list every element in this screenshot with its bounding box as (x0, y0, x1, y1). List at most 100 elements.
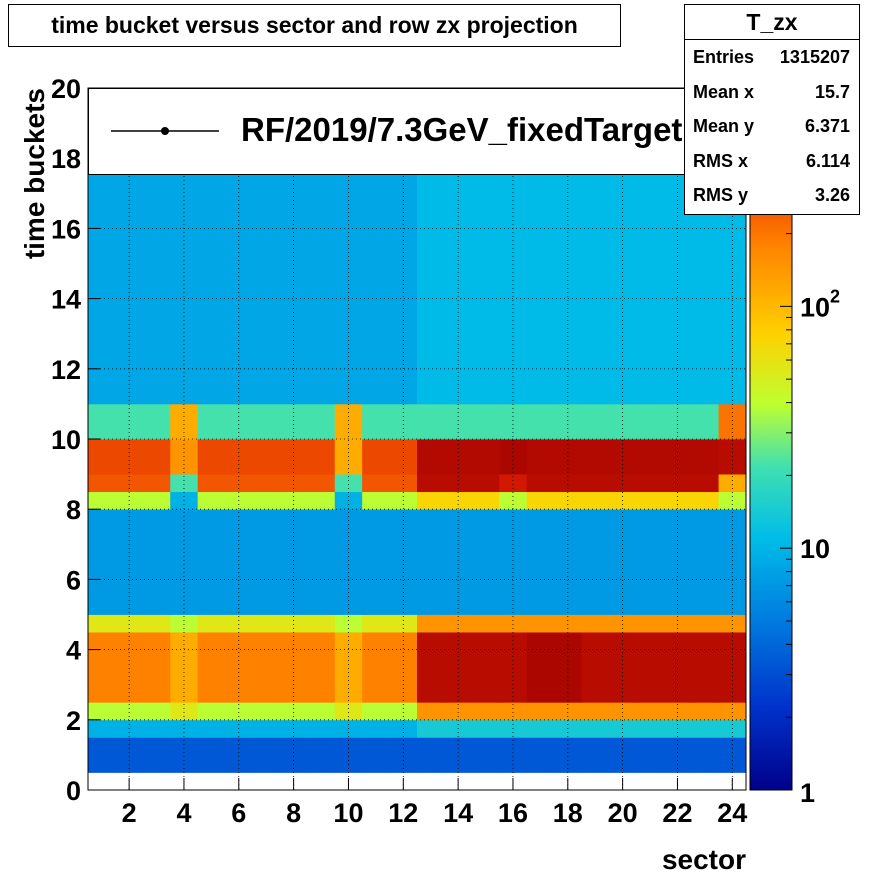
heatmap-cell (88, 403, 116, 440)
heatmap-cell (197, 439, 226, 475)
heatmap-cell (279, 403, 308, 440)
heatmap-cell (417, 702, 445, 721)
heatmap-cell (142, 719, 171, 738)
heatmap-cell (608, 702, 637, 721)
legend-label: RF/2019/7.3GeV_fixedTarget (241, 111, 683, 148)
heatmap-cell (608, 737, 637, 773)
heatmap-cell (471, 158, 500, 405)
heatmap-cell (499, 158, 528, 405)
stat-row-rms-x: RMS x 6.114 (685, 144, 859, 179)
heatmap-cell (362, 719, 390, 738)
heatmap-cell (636, 737, 665, 773)
heatmap-cell (691, 509, 719, 615)
heatmap-cell (225, 737, 253, 773)
heatmap-cell (197, 702, 226, 721)
heatmap-cell (389, 158, 418, 405)
heatmap-cell (389, 632, 418, 703)
heatmap-cell (170, 632, 199, 703)
stat-value: 15.7 (814, 81, 850, 102)
heatmap-cell (581, 509, 610, 615)
x-tick-label: 12 (388, 798, 418, 828)
y-tick-label: 8 (66, 495, 81, 525)
heatmap-cell (526, 439, 555, 475)
heatmap-cell (471, 491, 500, 510)
heatmap-cell (471, 403, 500, 440)
heatmap-cell (307, 632, 336, 703)
heatmap-cell (115, 702, 144, 721)
heatmap-cell (389, 614, 418, 633)
heatmap-cell (88, 719, 116, 738)
stat-value: 3.26 (814, 185, 850, 205)
heatmap-cell (307, 474, 336, 493)
heatmap-cell (88, 439, 116, 475)
heatmap-cell (526, 702, 555, 721)
heatmap-cell (581, 614, 610, 633)
heatmap-cell (88, 474, 116, 493)
heatmap-cell (636, 632, 665, 703)
heatmap-cell (142, 632, 171, 703)
heatmap-cell (389, 474, 418, 493)
heatmap-cell (526, 491, 555, 510)
heatmap-cell (554, 702, 582, 721)
x-tick-label: 22 (662, 798, 692, 828)
heatmap-cell (307, 737, 336, 773)
heatmap-cell (636, 614, 665, 633)
heatmap-cell (499, 614, 528, 633)
heatmap-cell (581, 632, 610, 703)
y-tick-label: 2 (66, 706, 81, 736)
heatmap-cell (115, 509, 144, 615)
heatmap-cell (663, 403, 692, 440)
heatmap-cell (444, 403, 473, 440)
stat-label: Mean y (693, 116, 755, 136)
heatmap-cell (115, 737, 144, 773)
heatmap-cell (554, 509, 582, 615)
heatmap-cell (334, 158, 363, 405)
heatmap-cell (362, 403, 390, 440)
heatmap-cell (279, 737, 308, 773)
heatmap-cell (581, 158, 610, 405)
heatmap-cell (389, 702, 418, 721)
stat-value: 6.371 (804, 116, 850, 136)
heatmap-cell (142, 614, 171, 633)
heatmap-cell (691, 719, 719, 738)
heatmap-cell (334, 509, 363, 615)
heatmap-cell (170, 614, 199, 633)
heatmap-cell (499, 702, 528, 721)
heatmap-cell (691, 491, 719, 510)
heatmap-cell (362, 632, 390, 703)
heatmap-cell (334, 614, 363, 633)
heatmap-cell (691, 632, 719, 703)
heatmap-cell (334, 702, 363, 721)
x-tick-label: 18 (553, 798, 583, 828)
heatmap-cell (417, 719, 445, 738)
heatmap-cell (417, 474, 445, 493)
heatmap-cell (362, 702, 390, 721)
heatmap-cell (608, 614, 637, 633)
heatmap-cell (115, 158, 144, 405)
heatmap-cell (636, 403, 665, 440)
heatmap-cell (718, 403, 747, 440)
color-scale-ticks: 1 10 102 (780, 87, 840, 808)
heatmap-cell (115, 614, 144, 633)
heatmap-cell (718, 702, 747, 721)
heatmap-cell (252, 702, 281, 721)
heatmap-cell (691, 439, 719, 475)
heatmap-cell (88, 632, 116, 703)
stat-row-mean-x: Mean x 15.7 (685, 75, 859, 110)
heatmap-cell (389, 737, 418, 773)
heatmap-cell (444, 474, 473, 493)
heatmap-cell (334, 632, 363, 703)
heatmap-cell (554, 158, 582, 405)
heatmap-cell (225, 614, 253, 633)
heatmap-cell (417, 403, 445, 440)
heatmap-cell (362, 737, 390, 773)
heatmap-cell (225, 158, 253, 405)
heatmap-cell (142, 158, 171, 405)
heatmap-cell (170, 509, 199, 615)
heatmap-cell (581, 737, 610, 773)
heatmap-cell (526, 158, 555, 405)
heatmap-cell (307, 439, 336, 475)
heatmap-cell (636, 439, 665, 475)
heatmap-cell (88, 737, 116, 773)
